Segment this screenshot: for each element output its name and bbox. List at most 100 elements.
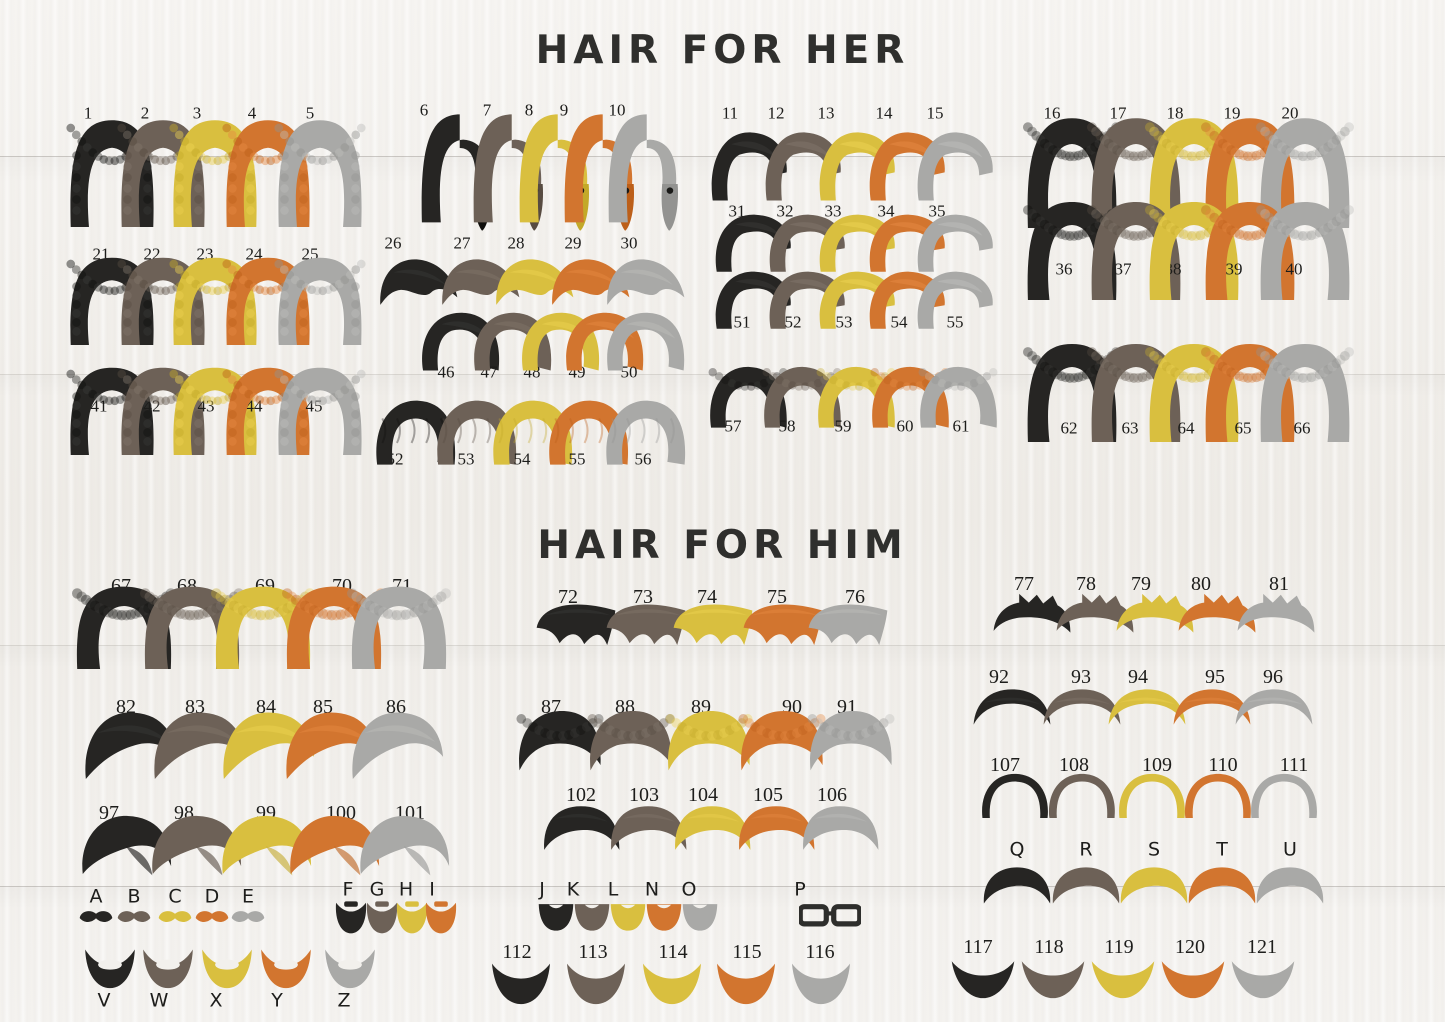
hair-swatch-her-row-3-pixie-53[interactable] [814, 268, 898, 330]
hair-swatch-him-row-3-fringe-100[interactable] [287, 812, 381, 878]
hair-swatch-him-row-2-curly-91[interactable] [807, 707, 895, 773]
hair-swatch-chinstrap-row-f[interactable] [334, 900, 368, 934]
hair-swatch-him-row-2-wavy-94[interactable] [1107, 686, 1187, 728]
hair-swatch-her-row-2-flip-30[interactable] [604, 254, 686, 316]
hair-swatch-her-row-2-pixie-34[interactable] [864, 211, 948, 273]
hair-swatch-him-row-1-afro-71[interactable] [347, 585, 451, 669]
hair-swatch-him-row-1-swoop-72[interactable] [535, 599, 617, 647]
hair-swatch-him-row-1-swoop-76[interactable] [807, 599, 889, 647]
hair-swatch-him-row-3-bald-fringe-110[interactable] [1181, 771, 1255, 819]
hair-swatch-chinstrap-row-i[interactable] [424, 900, 458, 934]
hair-swatch-moustache-row-e[interactable] [231, 909, 265, 925]
hair-swatch-her-row-1-curly-long-5[interactable] [272, 117, 368, 227]
hair-swatch-him-row-1-spiky-79[interactable] [1115, 593, 1195, 637]
hair-swatch-her-row-2-flip-28[interactable] [493, 254, 575, 316]
hair-swatch-beard-cup-row-o[interactable] [682, 899, 718, 931]
hair-swatch-him-row-3-bald-fringe-111[interactable] [1247, 771, 1321, 819]
hair-swatch-her-row-3-bob-46[interactable] [418, 309, 502, 373]
hair-swatch-her-row-2-pixie-31[interactable] [710, 211, 794, 273]
hair-swatch-him-row-1-spiky-81[interactable] [1236, 593, 1316, 637]
hair-swatch-her-row-1-pixie-11[interactable] [706, 128, 790, 202]
hair-swatch-him-row-3-bald-fringe-107[interactable] [978, 771, 1052, 819]
hair-swatch-her-row-4-wavy-56[interactable] [602, 398, 688, 466]
hair-swatch-him-row-5-beards-num-120[interactable] [1159, 957, 1227, 999]
hair-swatch-him-row-1-swoop-73[interactable] [605, 599, 687, 647]
hair-swatch-him-row-3-flat-106[interactable] [800, 801, 880, 853]
hair-swatch-her-row-4-afro-66[interactable] [1256, 342, 1354, 442]
hair-swatch-smile-beard-row-x[interactable] [200, 947, 254, 989]
hair-swatch-beard-cup-row-l[interactable] [610, 899, 646, 931]
hair-swatch-him-beards-112-113[interactable] [563, 961, 629, 1005]
hair-swatch-him-row-3-fringe-97[interactable] [79, 812, 173, 878]
hair-swatch-him-row-2-curly-88[interactable] [587, 707, 675, 773]
hair-swatch-him-row-2-wavy-95[interactable] [1172, 686, 1252, 728]
hair-swatch-her-row-1-pixie-15[interactable] [912, 128, 996, 202]
hair-swatch-moustache-row-a[interactable] [79, 909, 113, 925]
hair-swatch-him-row-5-beards-num-118[interactable] [1019, 957, 1087, 999]
hair-swatch-her-row-3-bob-50[interactable] [603, 309, 687, 373]
hair-swatch-him-beards-112-114[interactable] [639, 961, 705, 1005]
hair-swatch-smile-beard-row-v[interactable] [83, 947, 137, 989]
hair-swatch-glasses-row-p[interactable] [799, 902, 861, 928]
hair-swatch-him-row-3-flat-103[interactable] [608, 801, 688, 853]
hair-swatch-him-row-2-curly-87[interactable] [516, 707, 604, 773]
hair-swatch-her-row-2-pixie-32[interactable] [764, 211, 848, 273]
hair-swatch-him-row-4-letters-u[interactable] [1254, 863, 1326, 907]
hair-swatch-her-row-1-pixie-13[interactable] [814, 128, 898, 202]
hair-swatch-him-row-1-swoop-75[interactable] [742, 599, 824, 647]
hair-swatch-him-row-3-bald-fringe-108[interactable] [1045, 771, 1119, 819]
hair-swatch-him-row-3-flat-105[interactable] [736, 801, 816, 853]
hair-swatch-him-beards-112-115[interactable] [713, 961, 779, 1005]
hair-swatch-her-row-3-pixie-54[interactable] [864, 268, 948, 330]
hair-swatch-him-row-3-fringe-99[interactable] [219, 812, 313, 878]
hair-swatch-chinstrap-row-g[interactable] [365, 900, 399, 934]
hair-swatch-him-row-1-afro-69[interactable] [211, 585, 315, 669]
hair-swatch-him-row-1-afro-68[interactable] [140, 585, 244, 669]
hair-swatch-him-row-2-wavy-93[interactable] [1042, 686, 1122, 728]
hair-swatch-him-row-2-quiff-83[interactable] [151, 708, 247, 782]
hair-swatch-him-row-5-beards-num-117[interactable] [949, 957, 1017, 999]
hair-swatch-beard-cup-row-k[interactable] [574, 899, 610, 931]
hair-swatch-him-row-1-swoop-74[interactable] [672, 599, 754, 647]
hair-swatch-moustache-row-b[interactable] [117, 909, 151, 925]
hair-swatch-him-row-3-flat-104[interactable] [672, 801, 752, 853]
hair-swatch-her-row-1-pixie-14[interactable] [864, 128, 948, 202]
hair-swatch-her-row-1-ponytail-10[interactable] [602, 112, 688, 232]
hair-swatch-smile-beard-row-y[interactable] [259, 947, 313, 989]
hair-swatch-smile-beard-row-w[interactable] [141, 947, 195, 989]
hair-swatch-him-row-1-spiky-77[interactable] [992, 593, 1072, 637]
hair-swatch-her-row-4-curly-short-61[interactable] [916, 363, 1000, 429]
hair-swatch-moustache-row-c[interactable] [158, 909, 192, 925]
hair-swatch-him-row-2-wavy-96[interactable] [1234, 686, 1314, 728]
hair-swatch-him-row-1-spiky-80[interactable] [1177, 593, 1257, 637]
hair-swatch-him-row-4-letters-t[interactable] [1186, 863, 1258, 907]
hair-swatch-him-row-2-wavy-92[interactable] [972, 686, 1052, 728]
hair-swatch-her-row-3-pixie-55[interactable] [912, 268, 996, 330]
hair-swatch-her-row-2-curly-long-25[interactable] [272, 255, 368, 345]
hair-swatch-him-row-4-letters-q[interactable] [981, 863, 1053, 907]
hair-swatch-him-beards-112-112[interactable] [488, 961, 554, 1005]
hair-swatch-her-row-2-flip-27[interactable] [439, 254, 521, 316]
hair-swatch-him-row-2-quiff-86[interactable] [349, 708, 445, 782]
hair-swatch-him-row-2-quiff-84[interactable] [220, 708, 316, 782]
hair-swatch-her-row-1-pixie-12[interactable] [760, 128, 844, 202]
hair-swatch-him-row-2-quiff-85[interactable] [283, 708, 379, 782]
hair-swatch-beard-cup-row-n[interactable] [646, 899, 682, 931]
hair-swatch-him-row-5-beards-num-121[interactable] [1229, 957, 1297, 999]
hair-swatch-her-row-2-pixie-35[interactable] [912, 211, 996, 273]
hair-swatch-her-row-4-afro-62[interactable] [1023, 342, 1121, 442]
hair-swatch-him-beards-112-116[interactable] [788, 961, 854, 1005]
hair-swatch-him-row-5-beards-num-119[interactable] [1089, 957, 1157, 999]
hair-swatch-her-row-1-afro-20[interactable] [1256, 116, 1354, 228]
hair-swatch-him-row-2-quiff-82[interactable] [82, 708, 178, 782]
hair-swatch-him-row-3-fringe-101[interactable] [357, 812, 451, 878]
hair-swatch-her-row-3-pixie-52[interactable] [764, 268, 848, 330]
hair-swatch-him-row-3-bald-fringe-109[interactable] [1115, 771, 1189, 819]
hair-swatch-him-row-3-flat-102[interactable] [541, 801, 621, 853]
hair-swatch-him-row-3-fringe-98[interactable] [149, 812, 243, 878]
hair-swatch-smile-beard-row-z[interactable] [323, 947, 377, 989]
hair-swatch-him-row-4-letters-r[interactable] [1050, 863, 1122, 907]
hair-swatch-her-row-3-curly-long-45[interactable] [272, 365, 368, 455]
hair-swatch-him-row-4-letters-s[interactable] [1118, 863, 1190, 907]
hair-swatch-chinstrap-row-h[interactable] [395, 900, 429, 934]
